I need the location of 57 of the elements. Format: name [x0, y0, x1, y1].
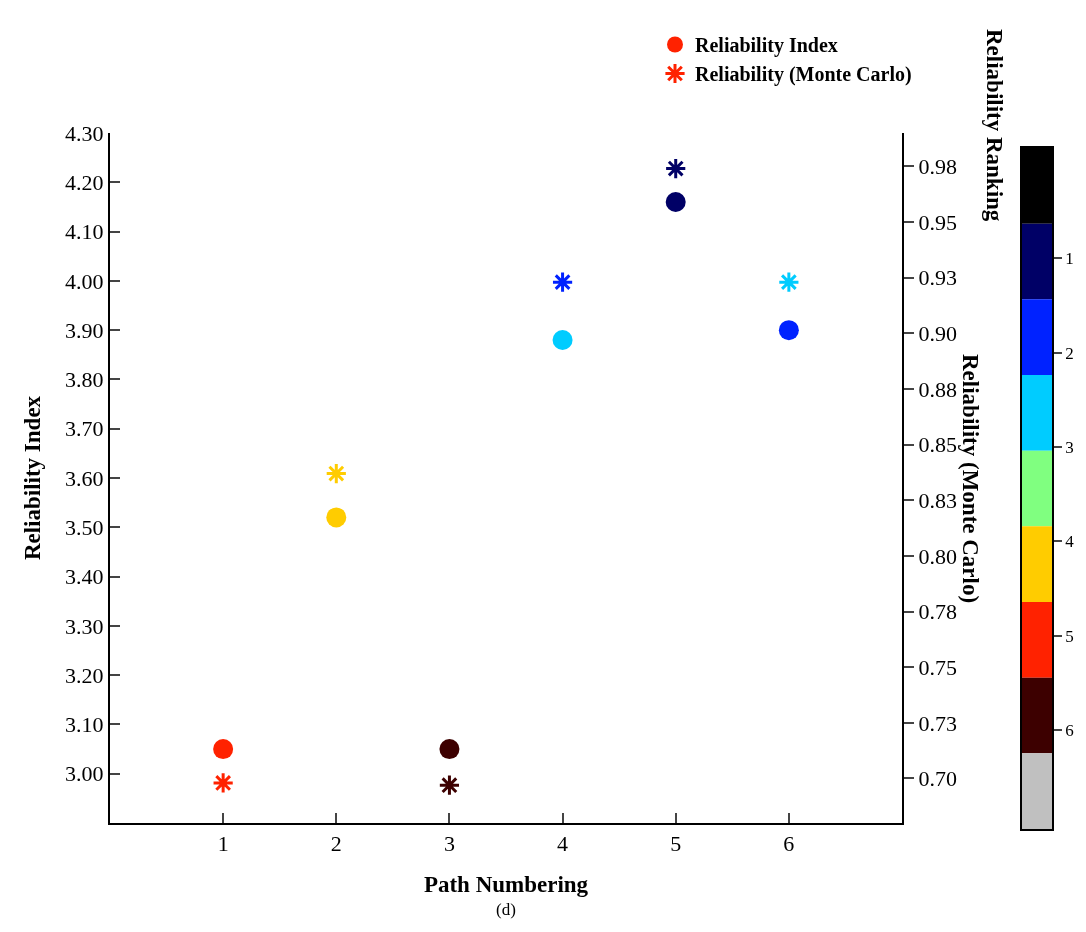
x-tick-label: 5 — [670, 831, 682, 857]
y-tick-label: 3.80 — [65, 367, 104, 393]
point — [438, 774, 461, 797]
x-tick-label: 6 — [783, 831, 795, 857]
x-axis-title: Path Numbering — [423, 871, 589, 897]
y2-tick-label: 0.70 — [918, 766, 957, 792]
y2-tick-label: 0.88 — [918, 376, 957, 402]
text: (d) — [496, 900, 516, 919]
point — [212, 771, 235, 795]
color-bar-title: Reliability Ranking — [982, 29, 1007, 222]
y-tick-label: 3.10 — [65, 712, 104, 738]
y-tick-label: 3.90 — [65, 317, 104, 343]
x-tick-label: 3 — [443, 831, 455, 857]
y2-tick-label: 0.85 — [918, 432, 957, 458]
y2-axis-title: Reliability (Monte Carlo) — [958, 354, 983, 604]
point — [778, 320, 799, 341]
point — [213, 739, 234, 760]
y2-tick-label: 0.80 — [918, 543, 957, 569]
y2-tick-label: 0.75 — [918, 654, 957, 680]
color-bar-label: 2 — [1065, 343, 1074, 363]
point — [552, 330, 573, 350]
y-tick-label: 3.50 — [65, 514, 104, 540]
y2-tick-label: 0.90 — [918, 321, 957, 347]
point — [551, 271, 574, 294]
point — [777, 271, 800, 294]
y-tick-label: 3.40 — [65, 564, 104, 590]
y2-tick-label: 0.95 — [918, 209, 957, 235]
y-tick-label: 3.30 — [65, 613, 104, 639]
y2-tick-label: 0.78 — [918, 599, 957, 625]
y2-tick-label: 0.98 — [918, 154, 957, 180]
color-bar-label: 6 — [1065, 720, 1074, 740]
y-tick-label: 3.00 — [65, 761, 104, 787]
point — [665, 192, 686, 212]
point — [325, 462, 348, 485]
legend-label: Reliability Index — [695, 34, 838, 58]
x-tick-label: 4 — [557, 831, 569, 857]
x-tick-label: 2 — [330, 831, 342, 857]
y2-tick-label: 0.93 — [918, 265, 957, 291]
point — [326, 507, 347, 528]
y2-tick-label: 0.83 — [918, 487, 957, 513]
y-tick-label: 4.00 — [65, 268, 104, 294]
color-bar-label: 5 — [1065, 626, 1074, 646]
y-tick-label: 3.70 — [65, 416, 104, 442]
y-tick-label: 4.30 — [65, 120, 104, 146]
point — [664, 157, 687, 180]
y2-tick-label: 0.73 — [918, 710, 957, 736]
color-bar-label: 3 — [1065, 437, 1074, 457]
point — [439, 739, 460, 760]
legend-label: Reliability (Monte Carlo) — [695, 63, 912, 87]
color-bar-label: 4 — [1065, 532, 1075, 552]
y-tick-label: 3.20 — [65, 662, 104, 688]
y-tick-label: 3.60 — [65, 465, 104, 491]
y-tick-label: 4.20 — [65, 169, 104, 195]
color-bar-label: 1 — [1065, 249, 1074, 269]
y-tick-label: 4.10 — [65, 219, 104, 245]
y-axis-title: Reliability Index — [20, 395, 46, 561]
x-tick-label: 1 — [217, 831, 229, 857]
